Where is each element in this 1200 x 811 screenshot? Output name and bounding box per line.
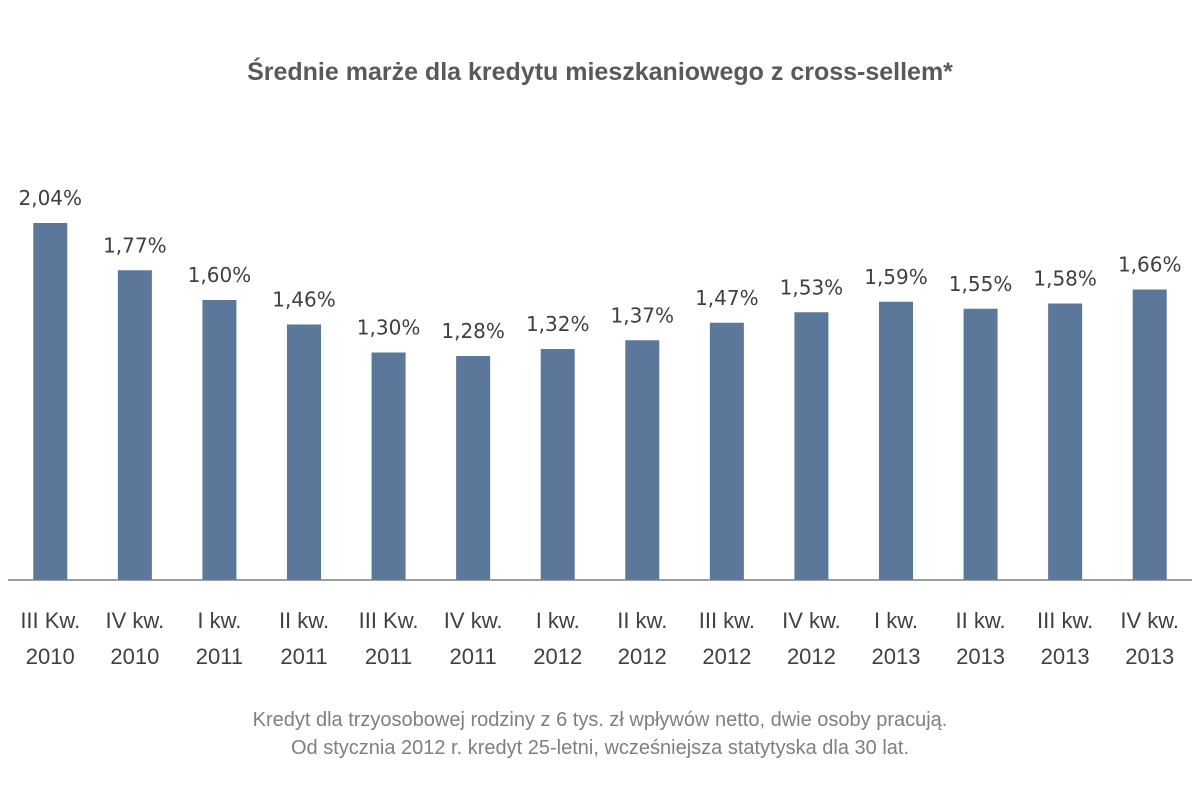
x-tick-label: 2011 [196, 644, 243, 669]
bar [33, 223, 68, 580]
x-tick-label: I kw. [536, 608, 580, 633]
x-tick-label: IV kw. [782, 608, 841, 633]
x-tick-label: II kw. [956, 608, 1006, 633]
bar [963, 308, 998, 580]
bar [794, 312, 829, 580]
x-tick-label: 2012 [702, 644, 751, 669]
x-tick-label: 2013 [956, 644, 1005, 669]
x-tick-label: 2013 [1125, 644, 1174, 669]
bar [202, 300, 237, 580]
data-label: 1,53% [780, 275, 844, 299]
bar-chart: 2,04% III Kw. 2010 1,77% IV kw. 2010 1,60% I kw… [8, 186, 1192, 669]
x-tick-label: 2012 [533, 644, 582, 669]
x-tick-label: II kw. [617, 608, 667, 633]
x-tick-label: I kw. [197, 608, 241, 633]
x-tick-label: 2012 [787, 644, 836, 669]
data-label: 1,60% [188, 263, 252, 287]
bar [709, 322, 744, 580]
bar [540, 349, 575, 580]
data-label: 1,66% [1118, 253, 1182, 277]
bar [625, 340, 660, 580]
bar [879, 301, 913, 580]
x-tick-label: IV kw. [106, 608, 165, 633]
x-tick-label: I kw. [874, 608, 918, 633]
data-label: 1,37% [611, 303, 675, 327]
data-label: 1,59% [864, 265, 928, 289]
x-tick-label: 2010 [110, 644, 159, 669]
x-tick-label: 2012 [618, 644, 667, 669]
bar [1132, 289, 1167, 580]
x-tick-label: 2011 [280, 644, 327, 669]
x-tick-label: IV kw. [444, 608, 503, 633]
x-tick-label: 2013 [872, 644, 921, 669]
x-tick-label: III kw. [699, 608, 755, 633]
x-tick-label: III Kw. [359, 608, 419, 633]
bar [371, 352, 406, 580]
x-tick-label: 2011 [365, 644, 412, 669]
data-label: 1,55% [949, 272, 1013, 296]
data-label: 1,46% [272, 288, 336, 312]
data-label: 1,77% [103, 233, 167, 257]
x-tick-label: IV kw. [1120, 608, 1179, 633]
data-label: 2,04% [19, 186, 83, 210]
x-tick-label: 2013 [1041, 644, 1090, 669]
bar [1048, 303, 1083, 580]
bar [456, 356, 491, 580]
data-label: 1,47% [695, 286, 759, 310]
chart-title: Średnie marże dla kredytu mieszkaniowego… [247, 58, 953, 86]
bar [117, 270, 152, 580]
x-tick-label: III Kw. [20, 608, 80, 633]
x-tick-label: II kw. [279, 608, 329, 633]
data-label: 1,58% [1033, 267, 1097, 291]
x-tick-label: III kw. [1037, 608, 1093, 633]
x-tick-label: 2010 [26, 644, 75, 669]
data-label: 1,32% [526, 312, 590, 336]
footnote-line-2: Od stycznia 2012 r. kredyt 25-letni, wcz… [290, 737, 910, 759]
data-label: 1,30% [357, 316, 421, 340]
bar [287, 324, 321, 580]
footnote-line-1: Kredyt dla trzyosobowej rodziny z 6 tys.… [252, 709, 948, 731]
data-label: 1,28% [441, 319, 505, 343]
x-tick-label: 2011 [449, 644, 496, 669]
